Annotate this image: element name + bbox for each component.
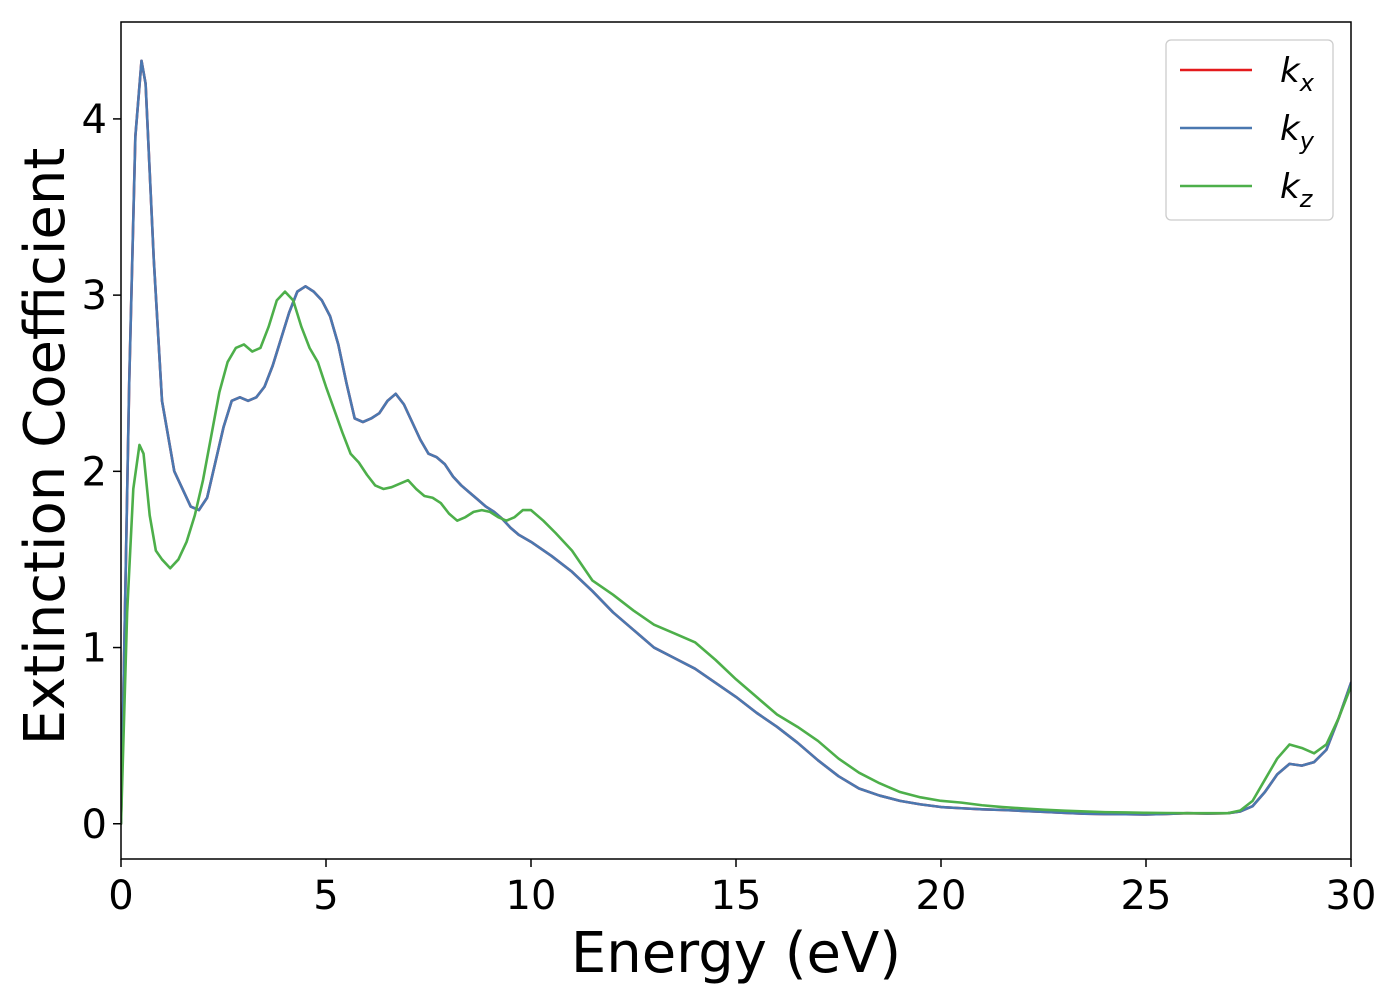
y-tick-label: 3: [82, 273, 107, 319]
y-tick-label: 4: [82, 97, 107, 143]
y-tick-label: 0: [82, 802, 107, 848]
x-tick-label: 30: [1326, 873, 1377, 919]
x-tick-label: 0: [108, 873, 133, 919]
legend-label-y: ky: [1280, 109, 1315, 155]
y-tick-label: 2: [82, 449, 107, 495]
y-axis-title: Extinction Coefficient: [13, 148, 78, 746]
axis-ticks: 0 5 10 15 20 25 30 0 1 2 3 4: [82, 97, 1377, 919]
x-tick-label: 15: [711, 873, 762, 919]
legend-label-z: kz: [1280, 167, 1314, 213]
series-line-z: [121, 290, 1351, 826]
x-tick-label: 5: [313, 873, 338, 919]
x-axis-title: Energy (eV): [571, 921, 901, 986]
y-tick-label: 1: [82, 626, 107, 672]
x-tick-label: 10: [506, 873, 557, 919]
x-tick-label: 20: [916, 873, 967, 919]
legend-label-x: kx: [1280, 51, 1315, 97]
legend: kx ky kz: [1165, 39, 1334, 221]
legend-box: [1165, 39, 1334, 221]
x-tick-label: 25: [1121, 873, 1172, 919]
